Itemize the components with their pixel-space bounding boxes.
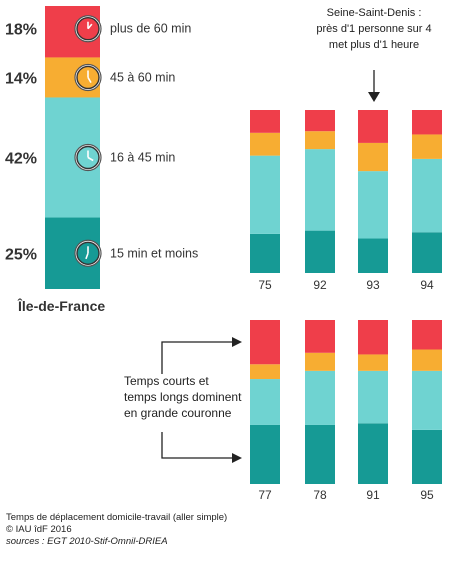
footer-copyright: © IAU îdF 2016: [6, 524, 72, 535]
dept-92-segment-60plus: [305, 110, 335, 132]
dept-94-segment-60plus: [412, 110, 442, 135]
clock-icon: [74, 239, 102, 267]
clock-icon: [74, 63, 102, 92]
dept-label: 93: [366, 278, 380, 292]
arrow-head-down: [232, 453, 242, 463]
dept-94-segment-15min: [412, 232, 442, 273]
clock-icon: [74, 15, 102, 43]
category-label: 16 à 45 min: [110, 151, 175, 165]
dept-77-segment-60plus: [250, 320, 280, 365]
percent-label: 42%: [5, 151, 37, 168]
category-label: 45 à 60 min: [110, 70, 175, 84]
dept-75-segment-15min: [250, 233, 280, 273]
grande-couronne-bars: 77 78 91 95: [250, 320, 442, 502]
dept-91-segment-16-45min: [358, 370, 388, 424]
footer-sources: sources : EGT 2010-Stif-Omnil-DRIEA: [6, 536, 168, 547]
couronne-note: en grande couronne: [124, 406, 232, 420]
footer: Temps de déplacement domicile-travail (a…: [6, 512, 227, 548]
seine-saint-denis-note: près d'1 personne sur 4: [316, 23, 431, 35]
couronne-arrow-down: [161, 432, 234, 459]
main-bar-label: Île-de-France: [17, 297, 105, 314]
dept-91-segment-60plus: [358, 320, 388, 355]
dept-91-segment-15min: [358, 423, 388, 484]
dept-label: 94: [420, 278, 434, 292]
percent-label: 14%: [5, 70, 37, 87]
clock-icon: [74, 143, 102, 172]
dept-91-segment-45-60min: [358, 354, 388, 371]
dept-95-segment-15min: [412, 429, 442, 484]
dept-94-segment-16-45min: [412, 158, 442, 233]
dept-75-segment-45-60min: [250, 132, 280, 156]
dept-93-segment-15min: [358, 238, 388, 273]
dept-75-segment-16-45min: [250, 155, 280, 234]
dept-93-segment-45-60min: [358, 142, 388, 172]
percent-label: 18%: [5, 22, 37, 39]
dept-95-segment-60plus: [412, 320, 442, 350]
dept-92-segment-16-45min: [305, 149, 335, 231]
dept-94-segment-45-60min: [412, 134, 442, 159]
dept-label: 77: [258, 488, 272, 502]
dept-label: 91: [366, 488, 380, 502]
commute-time-chart: 18% plus de 60 min 14% 45 à 60 min 42% 16 à 4…: [5, 6, 442, 502]
dept-77-segment-16-45min: [250, 379, 280, 425]
dept-label: 78: [313, 488, 327, 502]
dept-77-segment-15min: [250, 424, 280, 484]
dept-label: 95: [420, 488, 434, 502]
dept-75-segment-60plus: [250, 110, 280, 133]
dept-93-segment-16-45min: [358, 171, 388, 239]
ile-de-france-labels: 18% plus de 60 min 14% 45 à 60 min 42% 16 à 4…: [5, 15, 198, 314]
couronne-arrow-up: [161, 341, 234, 374]
dept-label: 92: [313, 278, 327, 292]
dept-77-segment-45-60min: [250, 364, 280, 380]
dept-95-segment-16-45min: [412, 370, 442, 430]
dept-95-segment-45-60min: [412, 349, 442, 371]
dept-92-segment-15min: [305, 230, 335, 273]
dept-93-segment-60plus: [358, 110, 388, 143]
dept-78-segment-15min: [305, 424, 335, 484]
percent-label: 25%: [5, 246, 37, 263]
footer-caption: Temps de déplacement domicile-travail (a…: [6, 512, 228, 523]
seine-saint-denis-note: met plus d'1 heure: [329, 39, 419, 51]
note-arrow-head: [368, 92, 380, 102]
arrow-head-up: [232, 337, 242, 347]
category-label: plus de 60 min: [110, 22, 191, 36]
petite-couronne-bars: 75 92 93 94: [250, 110, 442, 292]
dept-92-segment-45-60min: [305, 131, 335, 150]
annotations: Seine-Saint-Denis : près d'1 personne sur…: [124, 7, 432, 463]
dept-78-segment-45-60min: [305, 352, 335, 371]
couronne-note: temps longs dominent: [124, 390, 242, 404]
dept-label: 75: [258, 278, 272, 292]
category-label: 15 min et moins: [110, 246, 198, 260]
dept-78-segment-16-45min: [305, 370, 335, 425]
dept-78-segment-60plus: [305, 320, 335, 353]
seine-saint-denis-note: Seine-Saint-Denis :: [327, 7, 422, 19]
couronne-note: Temps courts et: [124, 374, 209, 388]
